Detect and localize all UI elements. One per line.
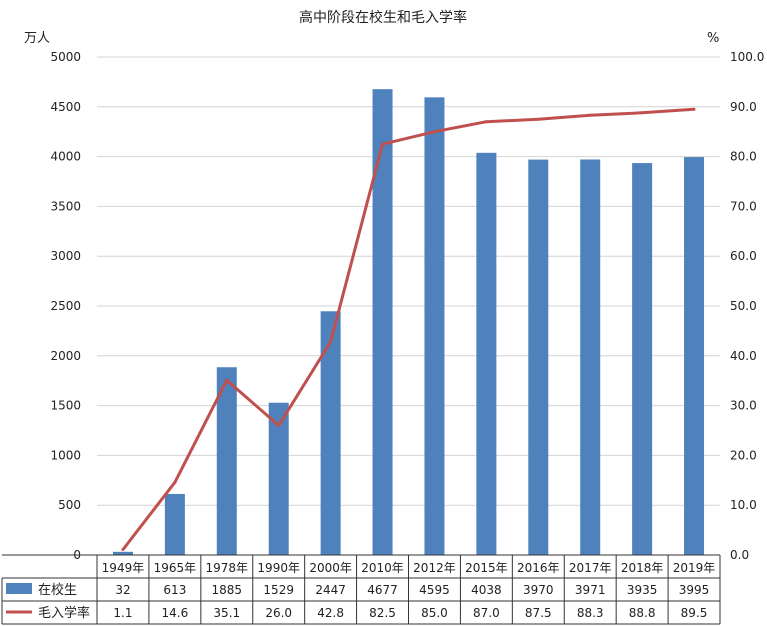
bar	[424, 97, 445, 555]
bar	[684, 157, 705, 555]
y-right-tick-label: 20.0	[730, 448, 757, 462]
line-point	[692, 107, 696, 111]
line-point	[225, 378, 229, 382]
y-left-tick-label: 5000	[50, 50, 81, 64]
y-left-tick-label: 1000	[50, 448, 81, 462]
category-label: 1978年	[206, 561, 249, 575]
line-data-label: 35.1	[213, 606, 240, 620]
bar	[216, 367, 237, 555]
legend-line-label: 毛入学率	[38, 605, 90, 621]
bar	[632, 163, 653, 555]
bar-data-label: 3935	[627, 583, 658, 597]
category-label: 1949年	[102, 561, 145, 575]
bar-data-label: 32	[115, 583, 130, 597]
line-data-label: 87.0	[473, 606, 500, 620]
category-label: 2010年	[361, 561, 404, 575]
line-point	[277, 424, 281, 428]
bar-data-label: 4677	[367, 583, 398, 597]
bar-data-label: 3970	[523, 583, 554, 597]
category-label: 1965年	[154, 561, 197, 575]
bar	[320, 311, 341, 555]
bar-data-label: 3971	[575, 583, 606, 597]
line-point	[381, 142, 385, 146]
line-point	[432, 130, 436, 134]
category-label: 2016年	[517, 561, 560, 575]
line-data-label: 14.6	[162, 606, 189, 620]
y-left-tick-label: 2000	[50, 349, 81, 363]
y-right-tick-label: 90.0	[730, 100, 757, 114]
line-data-label: 1.1	[113, 606, 132, 620]
line-point	[173, 480, 177, 484]
category-label: 2019年	[673, 561, 716, 575]
bar-data-label: 2447	[315, 583, 346, 597]
y-right-tick-label: 0.0	[730, 548, 749, 562]
y-right-tick-label: 10.0	[730, 498, 757, 512]
bar-data-label: 1885	[212, 583, 243, 597]
line-point	[121, 548, 125, 552]
y-left-tick-label: 2500	[50, 299, 81, 313]
bar-data-label: 613	[163, 583, 186, 597]
y-left-tick-label: 4500	[50, 100, 81, 114]
right-axis: 0.0 10.0 20.0 30.0 40.0 50.0 60.0 70.0 80.0 90.0 1…	[730, 50, 764, 562]
line-data-label: 82.5	[369, 606, 396, 620]
line-point	[536, 117, 540, 121]
bar-data-label: 1529	[263, 583, 294, 597]
y-left-tick-label: 1500	[50, 399, 81, 413]
data-table: 1949年 1965年 1978年 1990年 2000年 2010年 2012年 2015年…	[1, 554, 721, 625]
category-label: 2012年	[413, 561, 456, 575]
legend-bar-swatch	[6, 583, 32, 594]
chart-title: 高中阶段在校生和毛入学率	[299, 9, 467, 26]
bar-data-label: 4038	[471, 583, 502, 597]
line-data-label: 42.8	[317, 606, 344, 620]
y-right-tick-label: 80.0	[730, 150, 757, 164]
bar-data-label: 4595	[419, 583, 450, 597]
bar	[268, 402, 289, 555]
line-series-path	[121, 107, 695, 551]
line-point	[484, 120, 488, 124]
bar	[580, 159, 601, 555]
bar	[528, 159, 549, 555]
line-point	[588, 113, 592, 117]
bar	[476, 152, 497, 556]
y-right-tick-label: 60.0	[730, 249, 757, 263]
left-axis-unit: 万人	[24, 31, 50, 46]
y-left-tick-label: 3500	[50, 199, 81, 213]
line-data-label: 26.0	[265, 606, 292, 620]
y-left-tick-label: 3000	[50, 249, 81, 263]
y-left-tick-label: 500	[58, 498, 81, 512]
line-point	[640, 111, 644, 115]
line-data-label: 88.3	[577, 606, 604, 620]
category-label: 2018年	[621, 561, 664, 575]
line-point	[329, 340, 333, 344]
right-axis-unit: %	[707, 31, 719, 46]
bar	[372, 89, 393, 555]
category-label: 2017年	[569, 561, 612, 575]
y-right-tick-label: 50.0	[730, 299, 757, 313]
legend-bar-label: 在校生	[38, 582, 77, 598]
category-label: 1990年	[257, 561, 300, 575]
line-data-label: 89.5	[681, 606, 708, 620]
line-series	[121, 107, 696, 552]
bar-series	[112, 89, 705, 556]
line-data-label: 87.5	[525, 606, 552, 620]
gridlines	[97, 56, 720, 556]
category-label: 2000年	[309, 561, 352, 575]
bar-data-label: 3995	[679, 583, 710, 597]
bar	[164, 493, 185, 555]
y-left-tick-label: 4000	[50, 150, 81, 164]
y-right-tick-label: 70.0	[730, 199, 757, 213]
y-right-tick-label: 100.0	[730, 50, 764, 64]
y-right-tick-label: 40.0	[730, 349, 757, 363]
y-right-tick-label: 30.0	[730, 399, 757, 413]
line-data-label: 85.0	[421, 606, 448, 620]
bar	[112, 551, 133, 555]
category-label: 2015年	[465, 561, 508, 575]
line-data-label: 88.8	[629, 606, 656, 620]
